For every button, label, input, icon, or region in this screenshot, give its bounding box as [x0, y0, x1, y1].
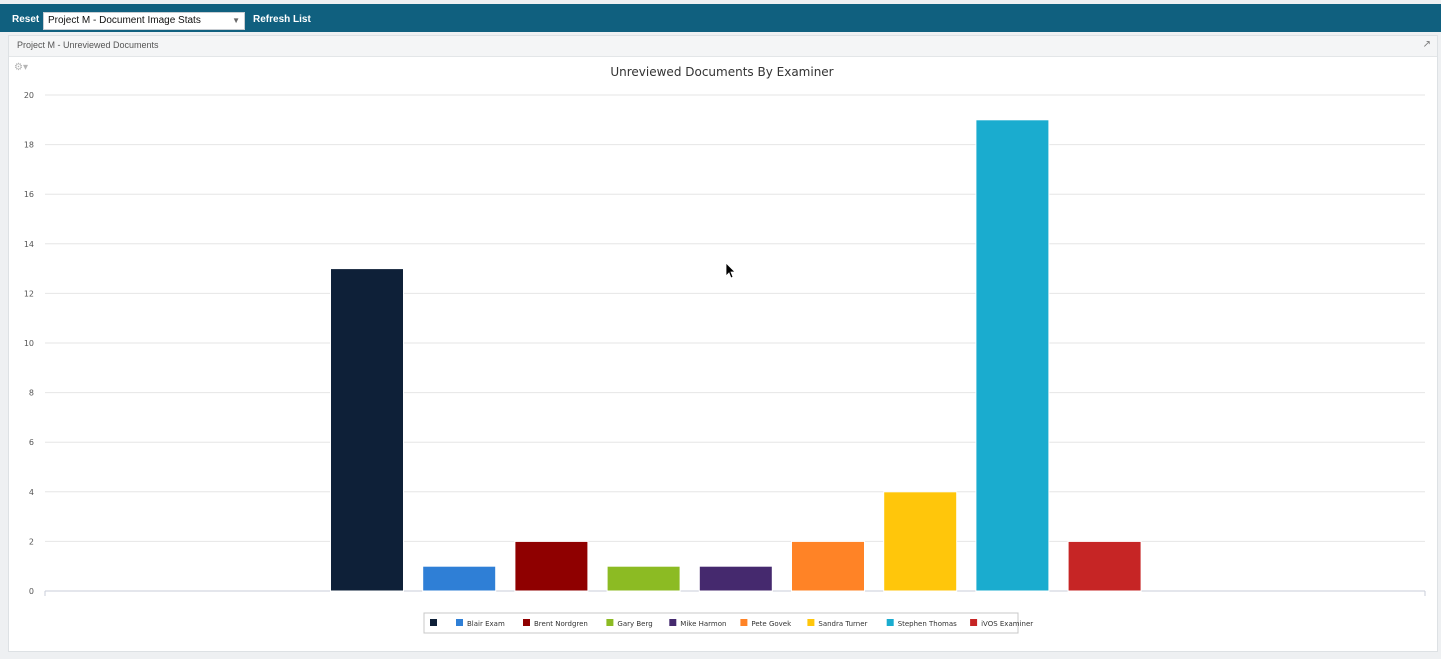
y-tick-label: 14	[24, 240, 34, 249]
legend-swatch[interactable]	[886, 619, 894, 626]
chart-title: Unreviewed Documents By Examiner	[610, 65, 833, 79]
y-tick-label: 8	[29, 389, 34, 398]
bar-gary-berg[interactable]	[606, 565, 681, 592]
project-select[interactable]: Project M - Document Image Stats ▼	[43, 12, 245, 30]
legend-swatch[interactable]	[523, 619, 530, 626]
chevron-down-icon[interactable]: ▼	[232, 16, 240, 25]
legend-label[interactable]: Mike Harmon	[680, 620, 726, 628]
chart-legend: Blair Exam Brent Nordgren Gary Berg Mike Ha…	[423, 612, 1033, 634]
bar-ivos-examiner[interactable]	[1067, 540, 1142, 592]
y-tick-label: 16	[24, 190, 34, 199]
legend-label[interactable]: Pete Govek	[751, 620, 792, 628]
bar-sandra-turner[interactable]	[883, 491, 958, 592]
legend-label[interactable]: Blair Exam	[467, 620, 505, 628]
legend-label[interactable]: Brent Nordgren	[534, 620, 588, 628]
bar-mike-harmon[interactable]	[698, 565, 773, 592]
y-tick-label: 12	[24, 289, 34, 298]
bar-unnamed[interactable]	[330, 268, 404, 592]
y-tick-label: 20	[24, 91, 34, 100]
refresh-list-button[interactable]: Refresh List	[253, 14, 311, 25]
legend-swatch[interactable]	[740, 619, 748, 626]
legend-label[interactable]: Gary Berg	[617, 620, 652, 628]
legend-swatch[interactable]	[430, 619, 437, 626]
panel-header: Project M - Unreviewed Documents ↗	[9, 36, 1437, 57]
legend-box	[423, 612, 1019, 634]
panel-title: Project M - Unreviewed Documents	[17, 40, 159, 50]
bar-stephen-thomas[interactable]	[975, 119, 1050, 592]
legend-swatch[interactable]	[807, 619, 815, 626]
y-tick-label: 10	[24, 339, 34, 348]
cursor-icon	[725, 262, 736, 279]
legend-swatch[interactable]	[970, 619, 978, 626]
collapse-icon[interactable]: ↗	[1422, 39, 1431, 50]
legend-swatch[interactable]	[606, 619, 614, 626]
legend-swatch[interactable]	[669, 619, 677, 626]
y-tick-label: 6	[29, 438, 34, 447]
bar-pete-govek[interactable]	[791, 540, 865, 592]
legend-swatch[interactable]	[456, 619, 463, 626]
reset-button[interactable]: Reset	[12, 14, 40, 25]
bar-blair-exam[interactable]	[422, 565, 497, 592]
y-tick-label: 2	[29, 537, 34, 546]
gear-icon[interactable]: ⚙▾	[14, 62, 28, 73]
bar-brent-nordgren[interactable]	[514, 540, 589, 592]
project-select-value: Project M - Document Image Stats	[48, 15, 201, 26]
legend-label[interactable]: Stephen Thomas	[898, 620, 957, 628]
top-toolbar: Reset Project M - Document Image Stats ▼…	[0, 4, 1441, 32]
y-tick-label: 4	[29, 488, 34, 497]
legend-label[interactable]: iVOS Examiner	[981, 620, 1033, 628]
legend-label[interactable]: Sandra Turner	[818, 620, 867, 628]
y-tick-label: 18	[24, 141, 34, 150]
y-tick-label: 0	[29, 587, 34, 596]
